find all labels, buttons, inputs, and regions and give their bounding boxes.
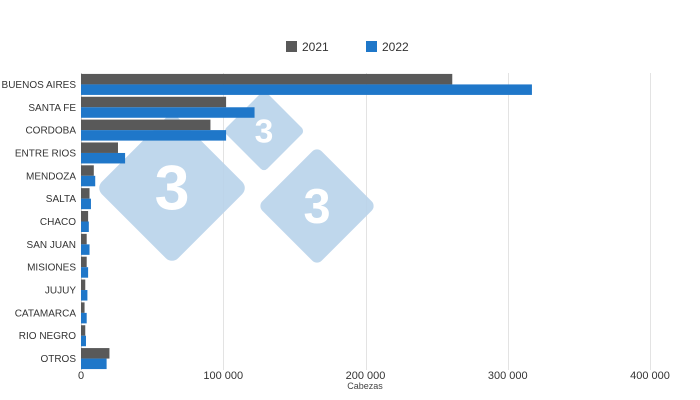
x-tick-label: 300 000 bbox=[488, 370, 528, 382]
bar-2022[interactable] bbox=[81, 267, 89, 278]
category-labels: BUENOS AIRES SANTA FE CORDOBA ENTRE RIOS MEN… bbox=[2, 80, 77, 365]
bar-2022[interactable] bbox=[81, 312, 87, 324]
bar-2022[interactable] bbox=[81, 290, 88, 301]
legend-swatch bbox=[366, 41, 377, 52]
category-label: RIO NEGRO bbox=[19, 331, 76, 342]
bar-2022[interactable] bbox=[81, 175, 96, 187]
category-label: BUENOS AIRES bbox=[2, 80, 77, 91]
watermark-glyph: 3 bbox=[303, 180, 330, 234]
watermark-glyph: 3 bbox=[155, 154, 190, 224]
bar-2021[interactable] bbox=[81, 279, 86, 291]
category-label: SALTA bbox=[46, 194, 77, 205]
bar-2022[interactable] bbox=[81, 198, 91, 210]
category-label: SANTA FE bbox=[28, 103, 76, 114]
legend-item-2021[interactable]: 2021 bbox=[286, 40, 329, 54]
watermark-glyph: 3 bbox=[255, 114, 274, 151]
bars-group bbox=[81, 73, 532, 370]
bar-2022[interactable] bbox=[81, 130, 227, 141]
bar-2022[interactable] bbox=[81, 335, 86, 347]
bar-2022[interactable] bbox=[81, 221, 89, 233]
category-label: SAN JUAN bbox=[27, 240, 76, 251]
legend-label: 2021 bbox=[302, 40, 329, 54]
watermark-mark: 3 bbox=[224, 91, 304, 171]
category-label: CATAMARCA bbox=[15, 308, 77, 319]
legend[interactable]: 2021 2022 bbox=[286, 40, 409, 54]
bar-2021[interactable] bbox=[81, 302, 85, 313]
bar-2021[interactable] bbox=[81, 96, 227, 108]
bar-2022[interactable] bbox=[81, 244, 90, 255]
bar-2021[interactable] bbox=[81, 256, 87, 268]
bar-2021[interactable] bbox=[81, 211, 89, 222]
bar-2021[interactable] bbox=[81, 73, 453, 85]
x-tick-label: 100 000 bbox=[203, 370, 243, 382]
bar-2022[interactable] bbox=[81, 107, 255, 118]
bar-2021[interactable] bbox=[81, 188, 90, 199]
x-tick-label: 200 000 bbox=[346, 370, 386, 382]
x-tick-label: 0 bbox=[78, 370, 84, 382]
bar-2021[interactable] bbox=[81, 325, 86, 336]
category-label: JUJUY bbox=[45, 286, 76, 297]
bar-2021[interactable] bbox=[81, 119, 211, 131]
legend-swatch bbox=[286, 41, 297, 52]
bar-2022[interactable] bbox=[81, 152, 126, 164]
x-tick-label: 400 000 bbox=[630, 370, 670, 382]
bar-2021[interactable] bbox=[81, 348, 110, 359]
legend-label: 2022 bbox=[382, 40, 409, 54]
category-label: MENDOZA bbox=[26, 171, 76, 182]
bar-2022[interactable] bbox=[81, 358, 107, 370]
x-axis-title: Cabezas bbox=[347, 381, 383, 391]
bar-2021[interactable] bbox=[81, 142, 118, 153]
legend-item-2022[interactable]: 2022 bbox=[366, 40, 409, 54]
bar-2021[interactable] bbox=[81, 165, 94, 176]
bar-2021[interactable] bbox=[81, 233, 87, 245]
watermark-mark: 3 bbox=[99, 115, 245, 261]
category-label: ENTRE RIOS bbox=[15, 148, 76, 159]
category-label: MISIONES bbox=[27, 263, 76, 274]
x-tick-labels: 0 100 000 200 000 300 000 400 000 bbox=[78, 370, 670, 382]
category-label: CHACO bbox=[40, 217, 76, 228]
bar-2022[interactable] bbox=[81, 84, 532, 95]
category-label: CORDOBA bbox=[25, 126, 76, 137]
category-label: OTROS bbox=[40, 354, 76, 365]
watermark-mark: 3 bbox=[260, 149, 374, 263]
